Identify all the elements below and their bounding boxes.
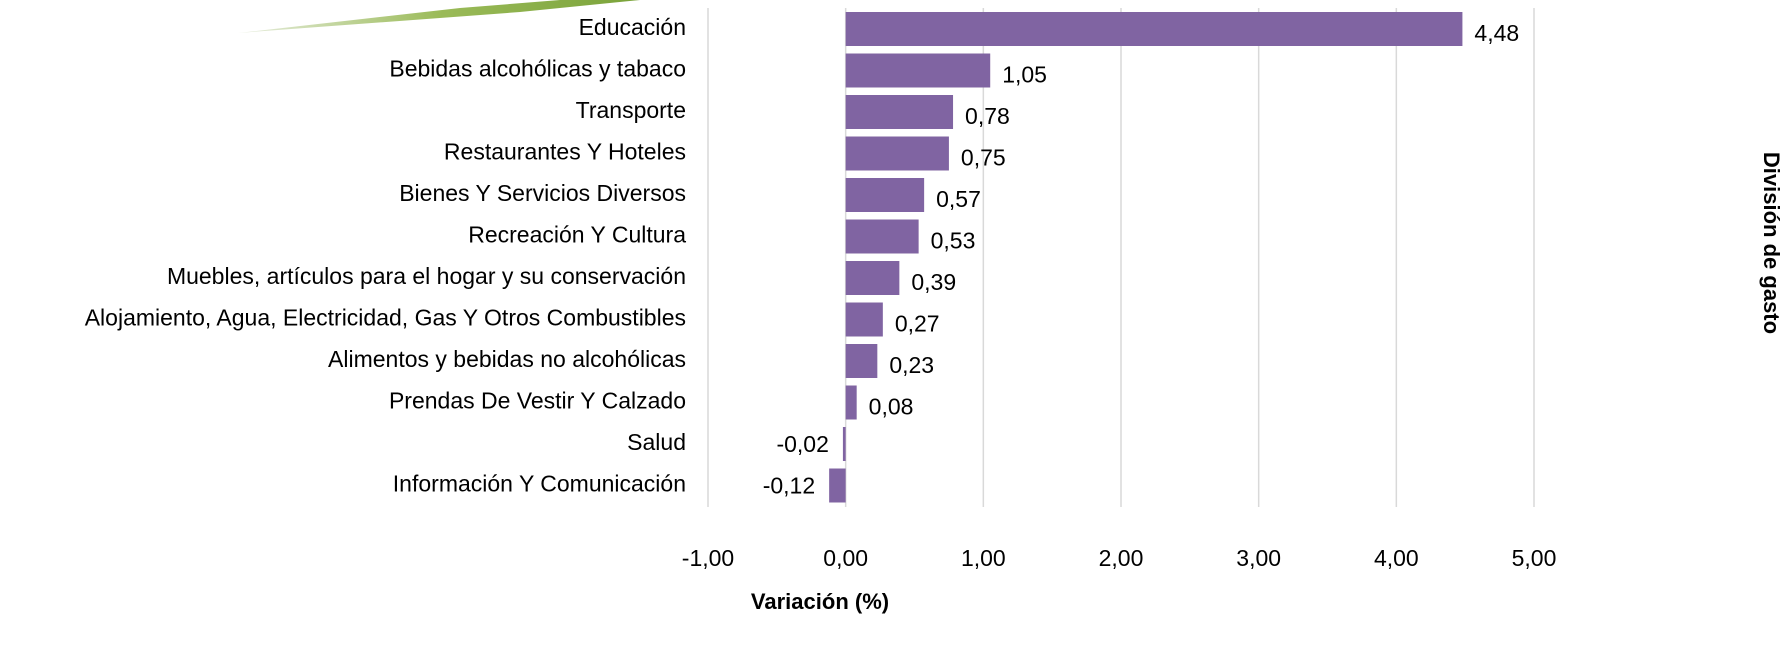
bar: [829, 468, 846, 503]
y-tick-label: Bebidas alcohólicas y tabaco: [389, 56, 686, 82]
x-tick-label: 5,00: [1512, 545, 1557, 571]
x-tick-label: 2,00: [1099, 545, 1144, 571]
data-label: 4,48: [1474, 20, 1519, 46]
x-tick-label: 1,00: [961, 545, 1006, 571]
data-label: 0,53: [931, 228, 976, 254]
data-label: 0,78: [965, 103, 1010, 129]
y-tick-label: Restaurantes Y Hoteles: [444, 139, 686, 165]
y-tick-label: Información Y Comunicación: [393, 471, 686, 497]
bar: [845, 302, 883, 337]
x-tick-label: 4,00: [1374, 545, 1419, 571]
data-label: -0,12: [763, 473, 815, 499]
data-label: 0,75: [961, 145, 1006, 171]
x-tick-label: 0,00: [823, 545, 868, 571]
y-tick-label: Educación: [579, 14, 686, 40]
data-label: 0,39: [911, 269, 956, 295]
bar: [845, 219, 919, 254]
bar: [845, 12, 1463, 46]
bar: [845, 136, 949, 171]
bar: [845, 178, 925, 212]
data-label: 0,08: [869, 394, 914, 420]
y-tick-label: Muebles, artículos para el hogar y su co…: [167, 263, 686, 289]
data-label: 0,27: [895, 311, 940, 337]
y-axis-title: División de gasto: [1759, 152, 1784, 334]
bar: [845, 95, 954, 129]
bar: [845, 261, 900, 295]
bar: [845, 53, 991, 88]
x-axis-title: Variación (%): [751, 589, 889, 614]
y-tick-label: Bienes Y Servicios Diversos: [399, 180, 686, 206]
bar: [845, 344, 878, 378]
x-tick-label: -1,00: [682, 545, 734, 571]
data-label: 0,23: [889, 352, 934, 378]
data-label: -0,02: [776, 431, 828, 457]
x-tick-label: 3,00: [1236, 545, 1281, 571]
y-tick-label: Recreación Y Cultura: [468, 222, 686, 248]
y-tick-label: Alojamiento, Agua, Electricidad, Gas Y O…: [85, 305, 686, 331]
y-tick-label: Salud: [627, 429, 686, 455]
y-tick-label: Prendas De Vestir Y Calzado: [389, 388, 686, 414]
bar: [842, 427, 846, 461]
y-tick-label: Alimentos y bebidas no alcohólicas: [328, 346, 686, 372]
data-label: 1,05: [1002, 62, 1047, 88]
decoration: [238, 0, 640, 33]
data-label: 0,57: [936, 186, 981, 212]
y-tick-label: Transporte: [576, 97, 686, 123]
bar: [845, 385, 857, 420]
